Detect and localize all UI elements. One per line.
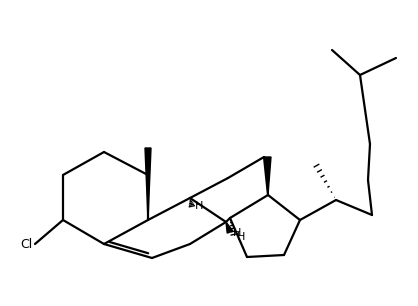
Text: H: H [233, 228, 241, 238]
Polygon shape [265, 157, 271, 195]
Text: H: H [237, 232, 245, 242]
Text: Cl: Cl [20, 237, 32, 251]
Text: H: H [195, 201, 204, 211]
Polygon shape [226, 222, 233, 233]
Polygon shape [145, 148, 151, 220]
